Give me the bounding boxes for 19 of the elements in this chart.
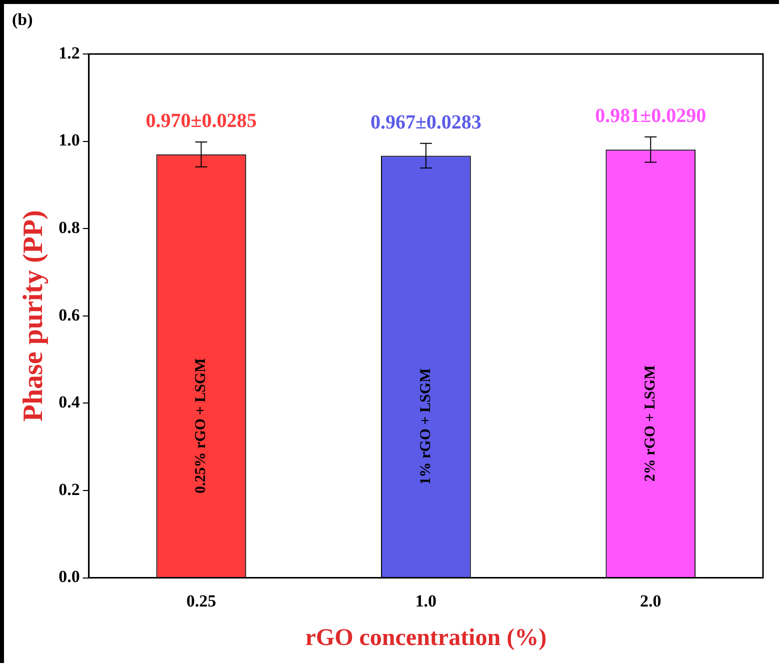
annotation: 2% rGO + LSGM — [642, 365, 659, 482]
y-tick-label: 1.2 — [58, 43, 80, 62]
annotation: 1% rGO + LSGM — [418, 368, 434, 485]
y-tick-label: 0.2 — [58, 480, 80, 499]
x-tick-label: 0.25 — [186, 591, 216, 610]
x-tick-label: 1.0 — [415, 591, 437, 610]
y-tick-label: 0.6 — [58, 305, 80, 324]
y-tick-label: 1.0 — [58, 130, 80, 150]
text: (b) — [12, 10, 33, 29]
data-label: 0.981±0.0290 — [595, 105, 706, 128]
data-label: 0.967±0.0283 — [370, 112, 482, 134]
y-tick-label: 0.8 — [58, 218, 80, 237]
annotation: 0.25% rGO + LSGM — [193, 358, 210, 494]
x-axis-title: rGO concentration (%) — [305, 624, 547, 651]
data-label: 0.970±0.0285 — [146, 110, 257, 132]
y-tick-label: 0.0 — [58, 567, 80, 586]
y-axis-title: Phase purity (PP) — [18, 210, 50, 422]
x-tick-label: 2.0 — [640, 591, 662, 610]
y-tick-label: 0.4 — [58, 392, 80, 412]
